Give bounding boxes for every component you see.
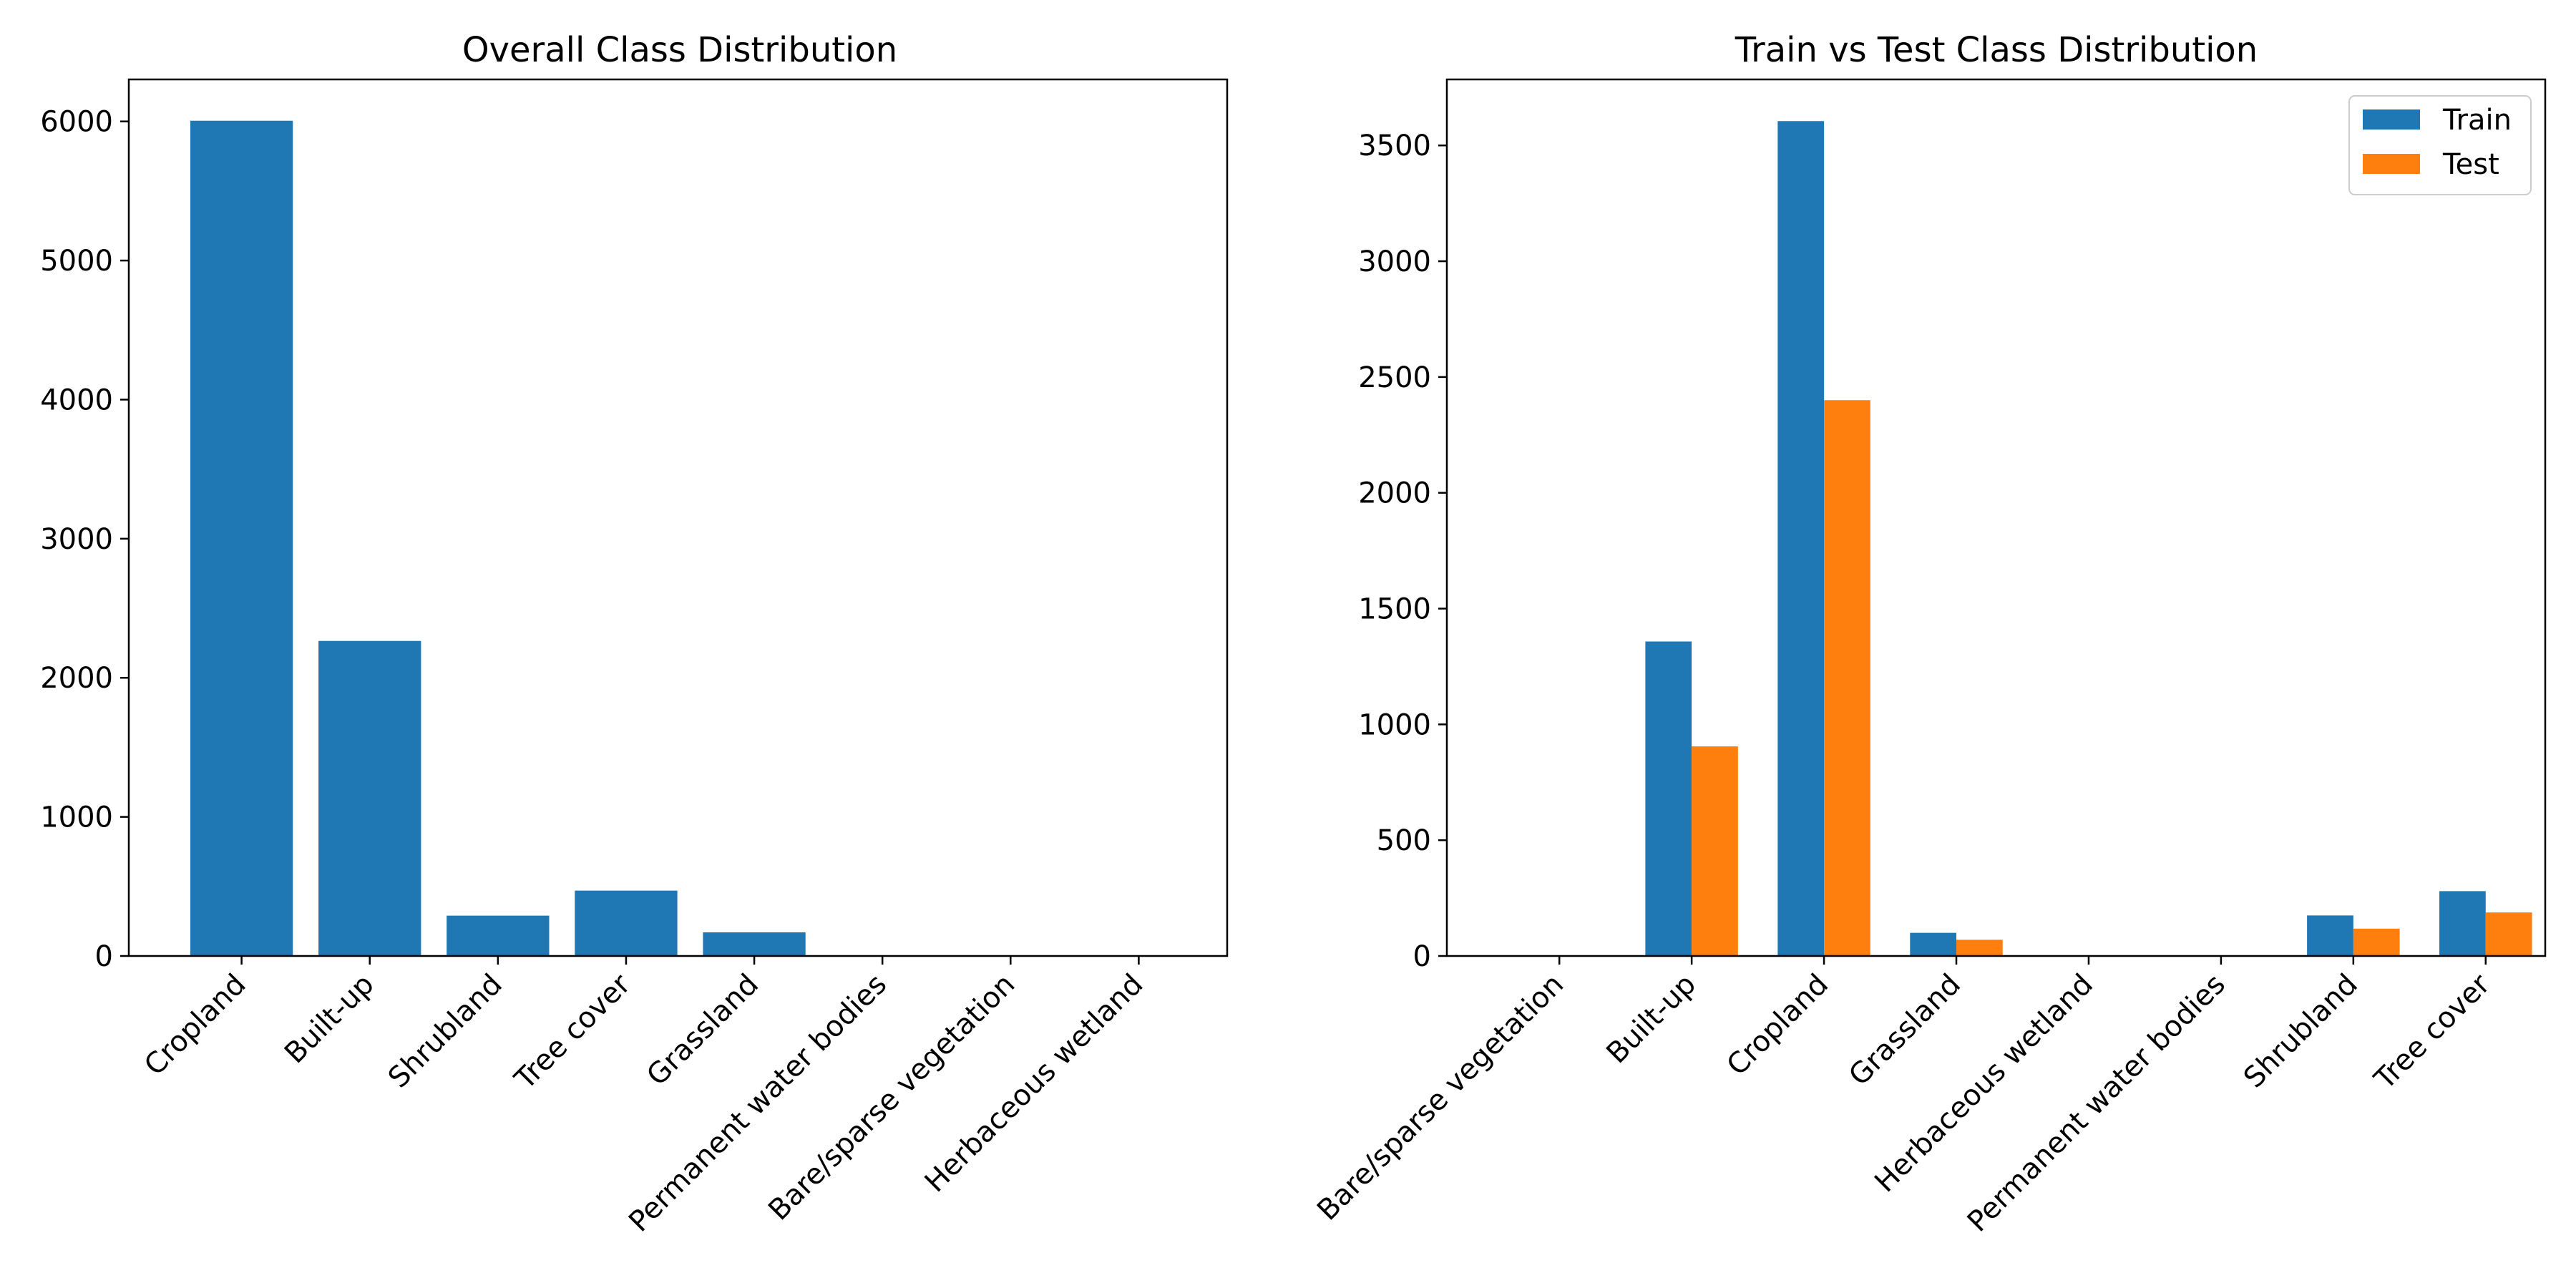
bar xyxy=(1692,746,1738,956)
y-tick-label: 0 xyxy=(1413,940,1431,973)
y-tick-label: 4000 xyxy=(40,384,113,416)
bar xyxy=(703,932,806,956)
bar xyxy=(1777,121,1825,957)
legend-label-train: Train xyxy=(2442,104,2512,137)
y-tick-label: 2000 xyxy=(40,662,113,695)
bar xyxy=(1645,641,1692,956)
y-tick-label: 0 xyxy=(95,940,113,973)
plot-frame xyxy=(1445,78,2547,957)
bar xyxy=(318,640,421,956)
bars xyxy=(190,120,806,956)
legend-swatch-train xyxy=(2363,109,2420,130)
y-tick-label: 1000 xyxy=(1358,708,1431,741)
chart-title: Train vs Test Class Distribution xyxy=(1735,30,2258,70)
y-tick-label: 3000 xyxy=(40,523,113,556)
legend-label-test: Test xyxy=(2442,148,2499,181)
bar xyxy=(2485,912,2532,956)
bar xyxy=(2307,915,2353,956)
bar xyxy=(2353,928,2400,956)
y-tick-label: 2500 xyxy=(1358,361,1431,394)
bar xyxy=(1824,400,1870,956)
bar xyxy=(2439,891,2486,956)
y-tick-label: 6000 xyxy=(40,106,113,139)
y-axis: 0 500 1000 1500 2000 2500 3000 3500 xyxy=(1358,130,1447,973)
chart-title: Overall Class Distribution xyxy=(462,30,897,70)
bar xyxy=(447,915,550,956)
bar xyxy=(575,890,678,956)
legend: Train Test xyxy=(2348,95,2532,195)
bars xyxy=(1645,121,2532,957)
plot-frame xyxy=(127,78,1229,957)
legend-swatch-test xyxy=(2363,154,2420,174)
bar xyxy=(190,120,293,956)
y-tick-label: 1500 xyxy=(1358,593,1431,626)
y-tick-label: 3500 xyxy=(1358,130,1431,162)
y-tick-label: 1000 xyxy=(40,801,113,834)
y-tick-label: 3000 xyxy=(1358,245,1431,278)
y-axis: 0 1000 2000 3000 4000 5000 6000 xyxy=(40,106,129,973)
bar xyxy=(1910,932,1957,956)
y-tick-label: 500 xyxy=(1377,824,1431,857)
y-tick-label: 5000 xyxy=(40,245,113,278)
y-tick-label: 2000 xyxy=(1358,477,1431,510)
bar xyxy=(1956,940,2003,956)
